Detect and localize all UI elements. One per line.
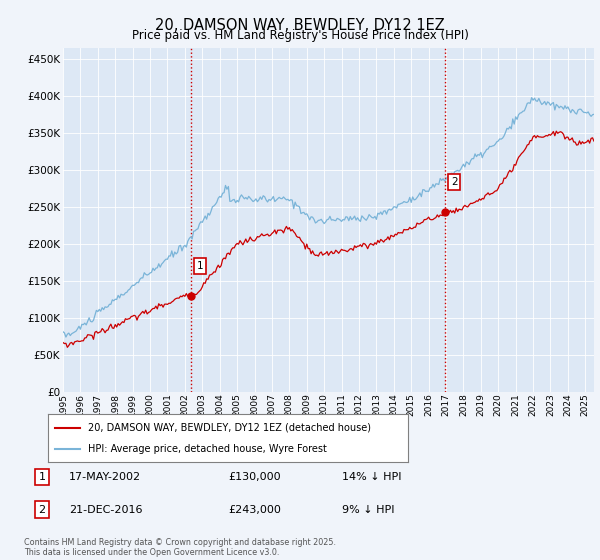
Text: 9% ↓ HPI: 9% ↓ HPI <box>342 505 395 515</box>
Text: 20, DAMSON WAY, BEWDLEY, DY12 1EZ: 20, DAMSON WAY, BEWDLEY, DY12 1EZ <box>155 18 445 33</box>
Text: £243,000: £243,000 <box>228 505 281 515</box>
Text: 20, DAMSON WAY, BEWDLEY, DY12 1EZ (detached house): 20, DAMSON WAY, BEWDLEY, DY12 1EZ (detac… <box>88 423 371 433</box>
Text: Contains HM Land Registry data © Crown copyright and database right 2025.
This d: Contains HM Land Registry data © Crown c… <box>24 538 336 557</box>
Text: 1: 1 <box>38 472 46 482</box>
Text: 1: 1 <box>197 261 203 271</box>
Text: 2: 2 <box>451 178 458 188</box>
Text: 21-DEC-2016: 21-DEC-2016 <box>69 505 143 515</box>
Text: 17-MAY-2002: 17-MAY-2002 <box>69 472 141 482</box>
Text: HPI: Average price, detached house, Wyre Forest: HPI: Average price, detached house, Wyre… <box>88 444 326 454</box>
Text: £130,000: £130,000 <box>228 472 281 482</box>
Text: 2: 2 <box>38 505 46 515</box>
Text: Price paid vs. HM Land Registry's House Price Index (HPI): Price paid vs. HM Land Registry's House … <box>131 29 469 42</box>
Text: 14% ↓ HPI: 14% ↓ HPI <box>342 472 401 482</box>
